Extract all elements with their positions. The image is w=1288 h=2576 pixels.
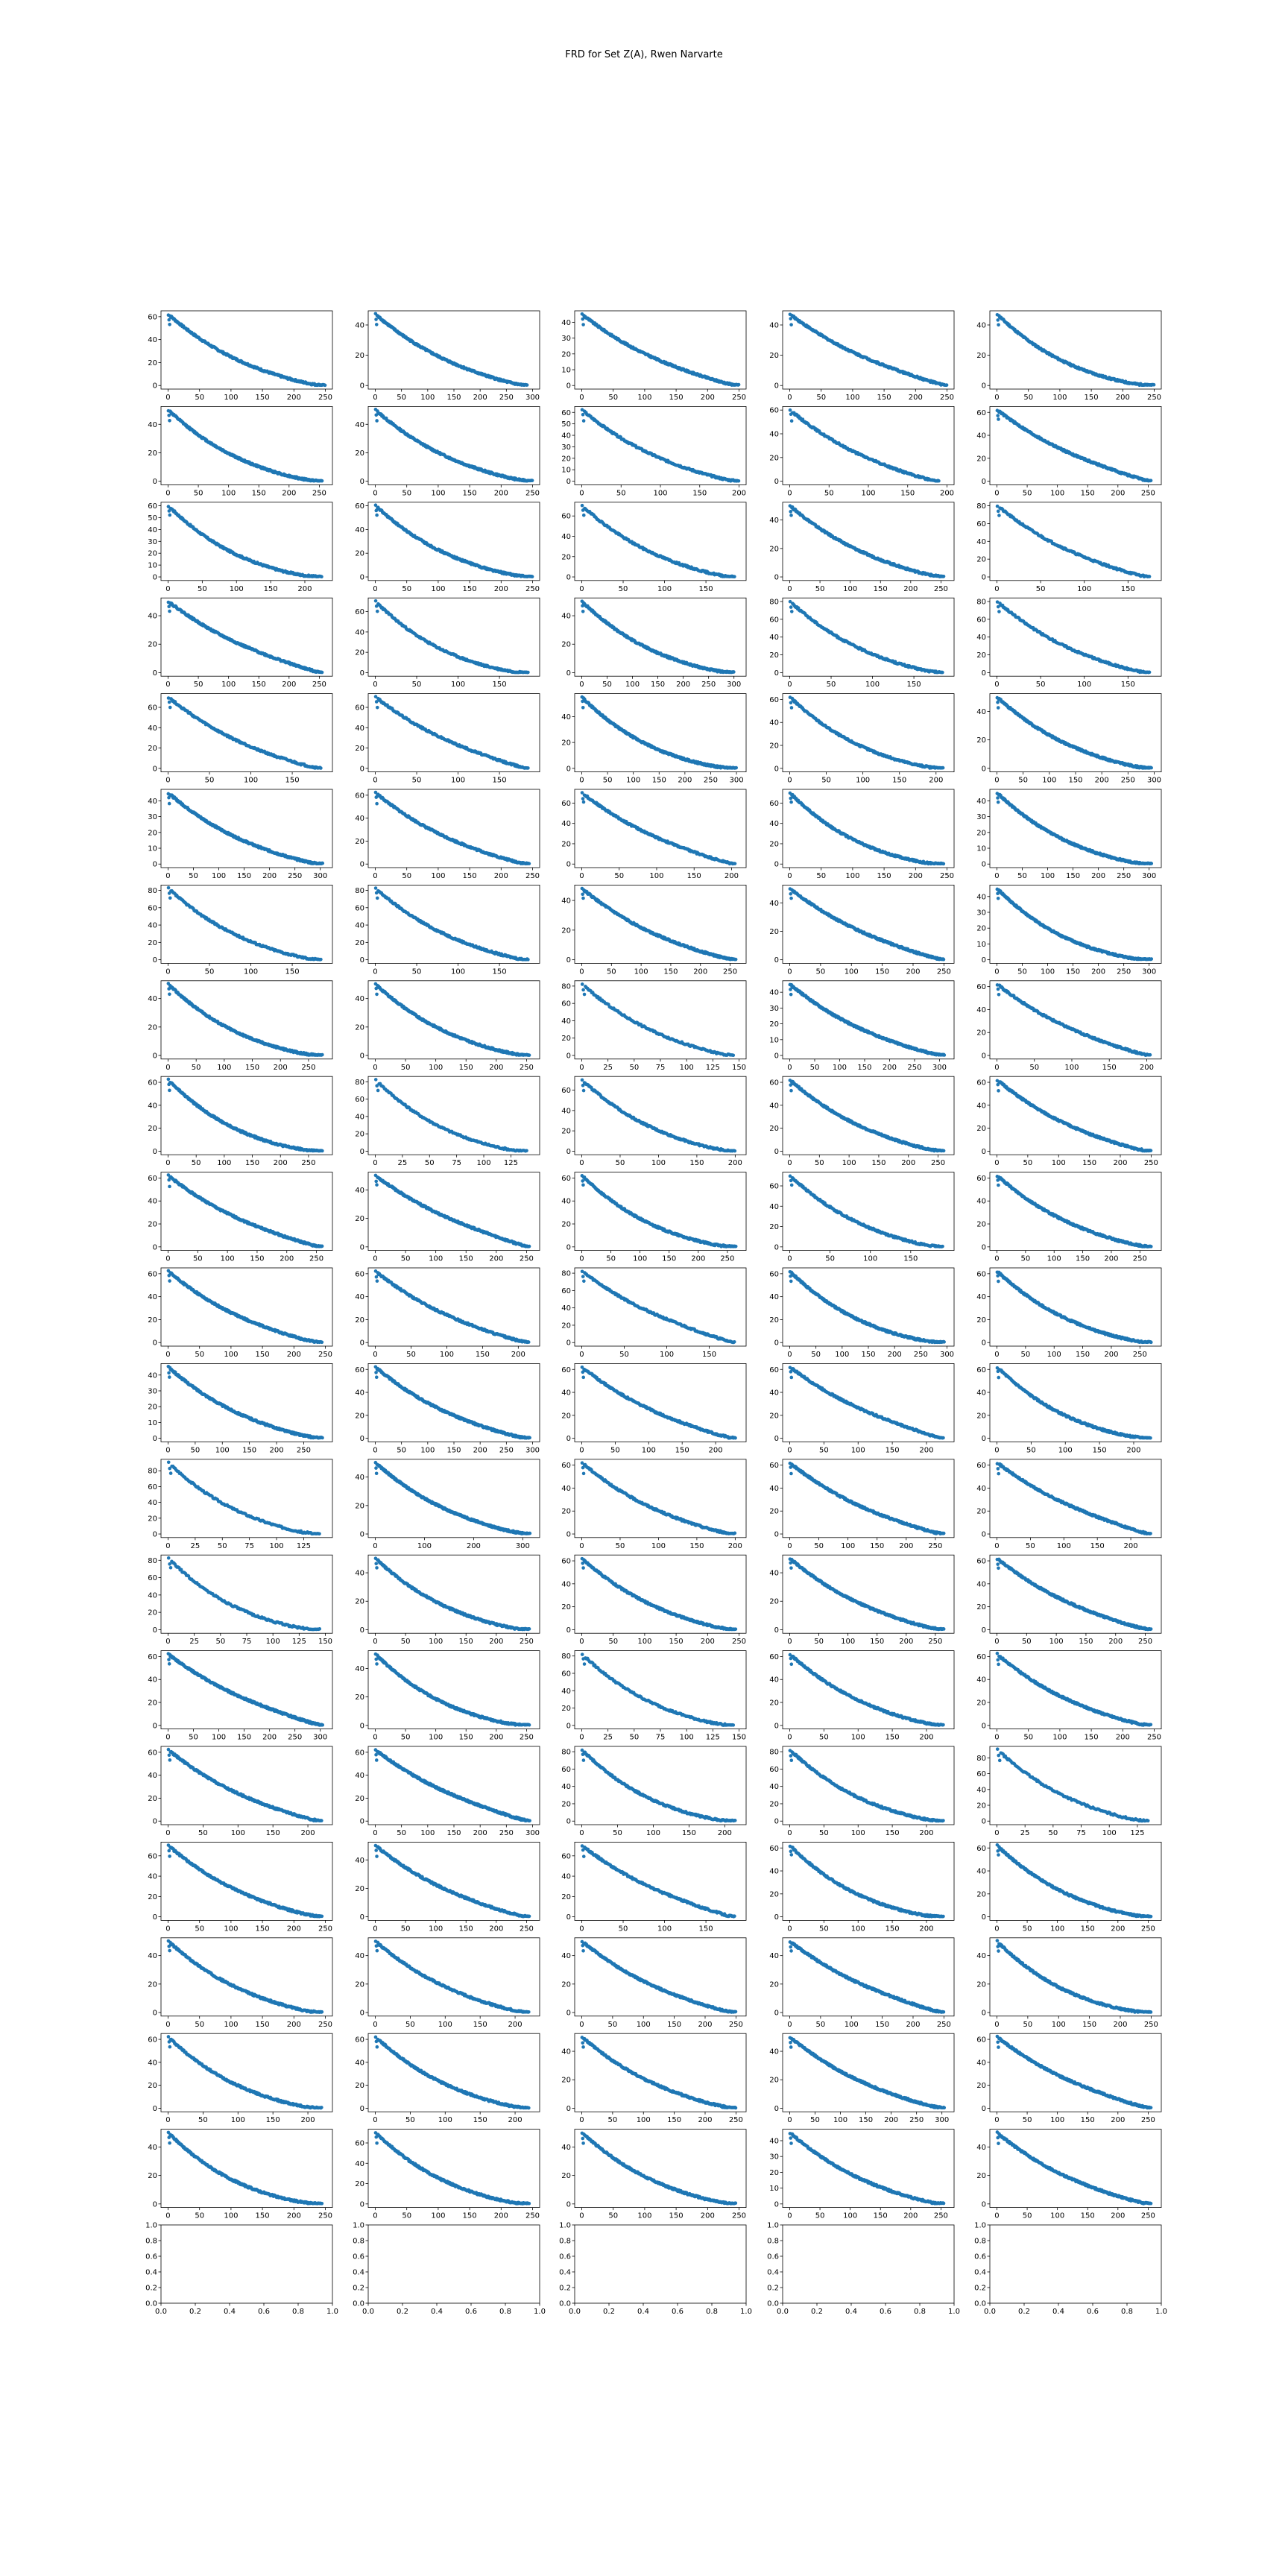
axes-frame [575,311,746,389]
x-tick-label: 150 [669,394,684,402]
y-tick-label: 0 [153,382,157,391]
x-tick-label: 200 [701,394,715,402]
data-point [374,318,378,321]
x-tick-label: 100 [845,394,859,402]
axes-frame [783,311,954,389]
x-tick-label: 0 [373,394,377,402]
x-tick-label: 250 [499,394,514,402]
data-point [525,383,529,387]
data-point [737,383,741,387]
y-tick-label: 30 [561,335,571,343]
y-tick-label: 0 [566,382,571,391]
x-tick-label: 200 [909,394,923,402]
x-tick-label: 100 [637,394,651,402]
y-tick-label: 20 [355,352,364,360]
y-tick-label: 0 [774,382,779,391]
x-tick-label: 200 [473,394,487,402]
axes-frame [368,311,540,389]
x-tick-label: 100 [224,394,238,402]
axes-frame [161,311,332,389]
figure-title: FRD for Set Z(A), Rwen Narvarte [565,49,723,60]
x-tick-label: 0 [165,394,170,402]
subplot-4: 0 50 100 150 200 250 0 20 40 [769,311,954,402]
x-tick-label: 50 [608,394,618,402]
y-tick-label: 40 [769,321,779,329]
y-tick-label: 10 [561,367,571,375]
x-tick-label: 200 [287,394,301,402]
x-tick-label: 250 [318,394,332,402]
x-tick-label: 0 [579,394,584,402]
x-tick-label: 150 [256,394,270,402]
y-tick-label: 20 [561,350,571,359]
x-tick-label: 50 [816,394,826,402]
data-point [375,323,379,326]
data-point [581,323,585,326]
subplot-1: 0 50 100 150 200 250 0 20 40 60 [148,311,332,402]
data-point [945,383,949,387]
y-tick-label: 20 [148,359,157,367]
y-tick-label: 40 [355,321,364,329]
y-tick-label: 0 [360,382,364,391]
x-tick-label: 150 [877,394,891,402]
y-tick-label: 40 [561,319,571,327]
subplot-2: 0 50 100 150 200 250 300 0 20 40 [355,311,540,402]
y-tick-label: 60 [148,313,157,321]
data-point [997,323,1000,326]
x-tick-label: 0 [787,394,792,402]
x-tick-label: 250 [732,394,746,402]
data-point [789,323,793,326]
y-tick-label: 40 [148,336,157,344]
x-tick-label: 50 [195,394,204,402]
y-tick-label: 20 [769,352,779,360]
x-tick-label: 250 [940,394,954,402]
x-tick-label: 100 [420,394,435,402]
x-tick-label: 300 [525,394,540,402]
x-tick-label: 50 [397,394,406,402]
data-point [323,384,327,388]
x-tick-label: 150 [446,394,461,402]
data-point [168,323,171,326]
subplot-3: 0 50 100 150 200 250 0 10 20 30 40 [561,311,746,402]
